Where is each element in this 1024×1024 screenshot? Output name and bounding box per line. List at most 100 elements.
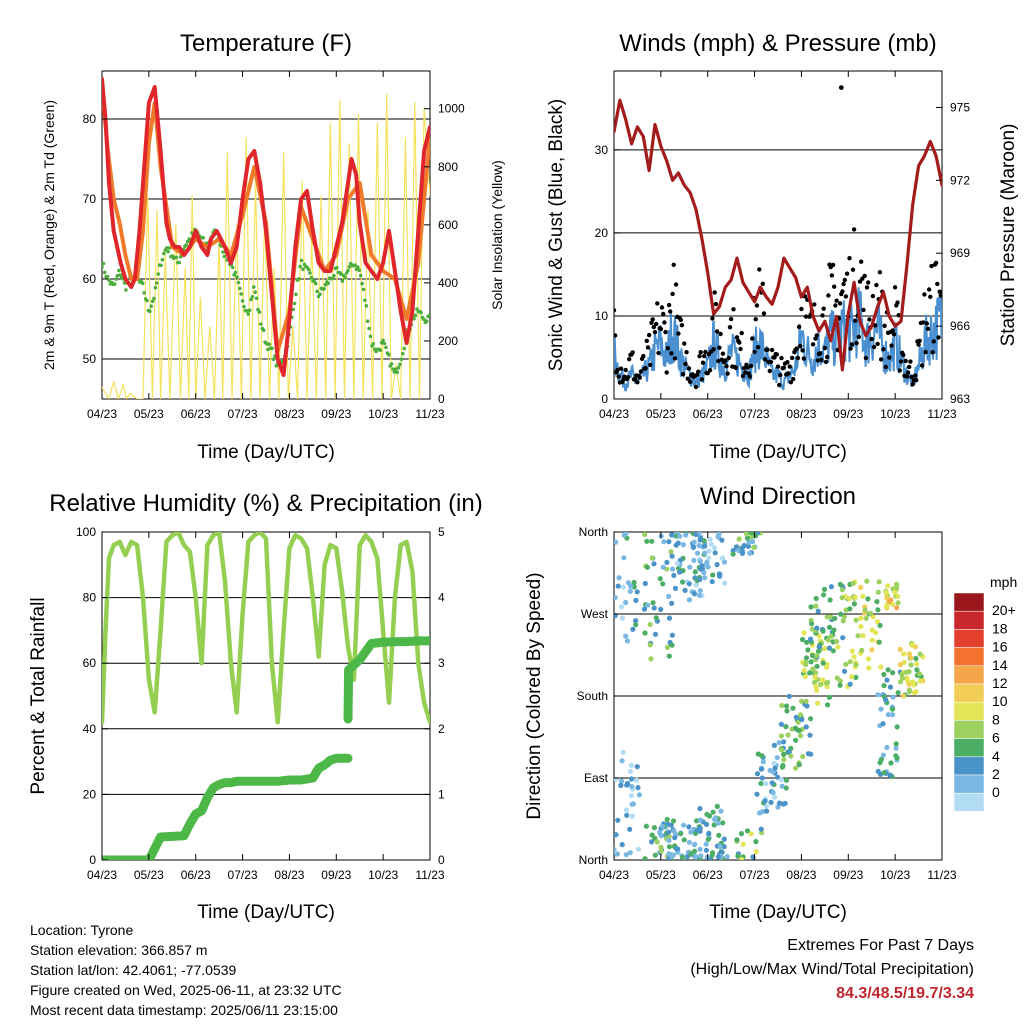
- dewpoint-point: [387, 352, 391, 357]
- gust-point: [671, 262, 676, 267]
- gust-point: [745, 365, 750, 370]
- dewpoint-point: [371, 342, 376, 346]
- direction-point: [672, 835, 678, 841]
- direction-point: [799, 698, 805, 704]
- gust-point: [863, 355, 869, 361]
- gust-point: [669, 351, 674, 356]
- gust-point: [682, 341, 687, 346]
- direction-point: [786, 693, 793, 699]
- direction-point: [664, 644, 671, 651]
- direction-point: [627, 588, 633, 595]
- gust-point: [825, 354, 830, 360]
- direction-point: [808, 659, 814, 665]
- gust-point: [919, 363, 925, 368]
- dewpoint-point: [112, 282, 117, 286]
- direction-point: [706, 555, 712, 561]
- direction-point: [797, 733, 804, 739]
- x-tick-label: 06/23: [181, 407, 211, 421]
- direction-point: [853, 662, 859, 668]
- gust-point: [922, 292, 927, 297]
- direction-point: [894, 581, 900, 587]
- colorbar-label: 0: [992, 784, 1000, 800]
- direction-point: [908, 662, 914, 668]
- gust-point: [725, 371, 730, 376]
- winds-ylabel: Sonic Wind & Gust (Blue, Black): [546, 99, 567, 371]
- gust-point: [765, 347, 770, 352]
- temperature-plot-frame: [101, 70, 431, 400]
- direction-point: [716, 532, 722, 537]
- gust-point: [801, 356, 806, 361]
- direction-point: [635, 785, 641, 791]
- gust-point: [777, 382, 782, 388]
- direction-point: [828, 584, 835, 590]
- direction-point: [686, 824, 692, 830]
- dewpoint-point: [236, 280, 241, 285]
- gust-point: [826, 293, 831, 298]
- winds-series: [614, 85, 942, 392]
- gust-point: [923, 349, 928, 355]
- direction-point: [880, 752, 887, 758]
- gust-point: [658, 326, 664, 332]
- direction-point: [884, 744, 890, 751]
- direction-point: [642, 532, 648, 538]
- direction-point: [642, 856, 648, 860]
- direction-point: [894, 755, 900, 761]
- direction-point: [760, 759, 766, 765]
- direction-point: [818, 681, 824, 688]
- colorbar-label: 6: [992, 730, 1000, 746]
- direction-point: [877, 622, 883, 629]
- direction-point: [823, 680, 830, 686]
- gust-point: [714, 329, 720, 334]
- gust-point: [917, 338, 922, 343]
- direction-point: [754, 771, 761, 777]
- direction-point: [881, 671, 887, 678]
- gust-point: [662, 320, 667, 325]
- gust-point: [734, 335, 740, 340]
- direction-point: [826, 624, 833, 630]
- direction-point: [736, 536, 742, 542]
- x-tick-label: 04/23: [599, 407, 629, 421]
- gust-point: [747, 374, 753, 379]
- direction-point: [876, 639, 882, 645]
- direction-point: [855, 633, 861, 639]
- gust-point: [870, 293, 876, 299]
- gust-point: [724, 364, 729, 369]
- direction-point: [686, 597, 693, 603]
- direction-point: [701, 570, 707, 576]
- gust-point: [741, 366, 747, 371]
- gust-point: [772, 355, 777, 360]
- direction-point: [825, 702, 831, 708]
- gust-point: [840, 289, 845, 294]
- direction-point: [714, 803, 720, 810]
- direction-point: [785, 732, 791, 738]
- gust-point: [851, 227, 857, 232]
- gust-point: [700, 360, 706, 365]
- gust-point: [785, 360, 790, 365]
- gust-point: [665, 346, 671, 351]
- y2-tick-label: 800: [438, 160, 458, 174]
- direction-point: [666, 837, 672, 844]
- direction-point: [865, 656, 872, 662]
- direction-point: [778, 733, 785, 739]
- gust-point: [904, 374, 910, 379]
- direction-point: [822, 645, 828, 652]
- y2-tick-label: 966: [950, 319, 970, 333]
- dewpoint-point: [382, 341, 387, 346]
- direction-point: [618, 782, 624, 789]
- direction-point: [858, 615, 864, 621]
- info-location: Location: Tyrone: [30, 922, 134, 938]
- gust-point: [727, 325, 733, 330]
- direction-point: [738, 856, 745, 860]
- direction-point: [820, 628, 826, 634]
- gust-point: [618, 366, 624, 371]
- direction-point: [883, 697, 889, 703]
- dewpoint-point: [107, 278, 111, 283]
- gust-point: [936, 335, 941, 340]
- direction-xlabel: Time (Day/UTC): [709, 902, 847, 923]
- direction-point: [670, 818, 677, 824]
- direction-point: [906, 689, 913, 695]
- dewpoint-point: [402, 346, 407, 351]
- direction-point: [771, 742, 778, 749]
- colorbar-label: 20+: [992, 602, 1016, 618]
- direction-point: [691, 557, 697, 563]
